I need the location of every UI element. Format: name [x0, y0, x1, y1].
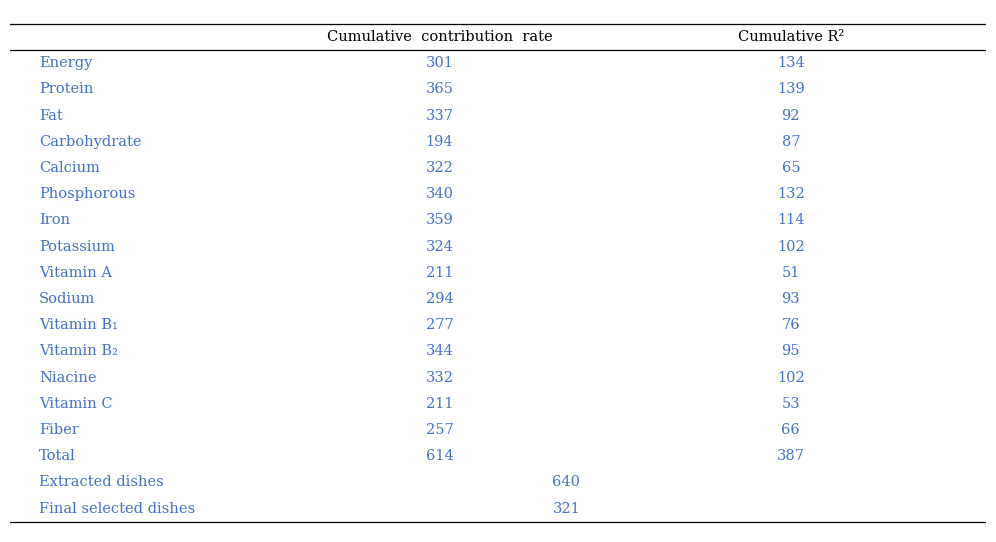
Text: 365: 365 [425, 82, 453, 96]
Text: Energy: Energy [39, 56, 93, 70]
Text: 211: 211 [425, 397, 453, 411]
Text: 294: 294 [425, 292, 453, 306]
Text: 387: 387 [777, 449, 805, 463]
Text: 277: 277 [425, 318, 453, 332]
Text: Cumulative R²: Cumulative R² [738, 30, 844, 44]
Text: Fiber: Fiber [39, 423, 79, 437]
Text: Niacine: Niacine [39, 371, 97, 385]
Text: Potassium: Potassium [39, 240, 116, 254]
Text: 93: 93 [782, 292, 800, 306]
Text: 87: 87 [782, 135, 800, 149]
Text: 114: 114 [777, 214, 805, 228]
Text: Protein: Protein [39, 82, 94, 96]
Text: 344: 344 [425, 345, 453, 358]
Text: Extracted dishes: Extracted dishes [39, 475, 164, 489]
Text: 332: 332 [425, 371, 453, 385]
Text: 134: 134 [777, 56, 805, 70]
Text: 257: 257 [425, 423, 453, 437]
Text: 65: 65 [782, 161, 800, 175]
Text: Final selected dishes: Final selected dishes [39, 501, 195, 515]
Text: 359: 359 [425, 214, 453, 228]
Text: 322: 322 [425, 161, 453, 175]
Text: Fat: Fat [39, 109, 63, 122]
Text: 139: 139 [777, 82, 805, 96]
Text: 324: 324 [425, 240, 453, 254]
Text: 194: 194 [425, 135, 453, 149]
Text: 301: 301 [425, 56, 453, 70]
Text: Total: Total [39, 449, 76, 463]
Text: Vitamin A: Vitamin A [39, 266, 113, 280]
Text: 614: 614 [425, 449, 453, 463]
Text: Calcium: Calcium [39, 161, 101, 175]
Text: Sodium: Sodium [39, 292, 96, 306]
Text: 66: 66 [782, 423, 800, 437]
Text: Vitamin B₁: Vitamin B₁ [39, 318, 119, 332]
Text: Vitamin B₂: Vitamin B₂ [39, 345, 119, 358]
Text: 53: 53 [782, 397, 800, 411]
Text: 337: 337 [425, 109, 453, 122]
Text: 95: 95 [782, 345, 800, 358]
Text: 76: 76 [782, 318, 800, 332]
Text: Iron: Iron [39, 214, 71, 228]
Text: Cumulative  contribution  rate: Cumulative contribution rate [327, 30, 552, 44]
Text: 321: 321 [553, 501, 581, 515]
Text: 211: 211 [425, 266, 453, 280]
Text: 132: 132 [777, 188, 805, 201]
Text: Carbohydrate: Carbohydrate [39, 135, 141, 149]
Text: 340: 340 [425, 188, 453, 201]
Text: Vitamin C: Vitamin C [39, 397, 113, 411]
Text: 102: 102 [777, 371, 805, 385]
Text: 92: 92 [782, 109, 800, 122]
Text: 51: 51 [782, 266, 800, 280]
Text: Phosphorous: Phosphorous [39, 188, 135, 201]
Text: 102: 102 [777, 240, 805, 254]
Text: 640: 640 [553, 475, 581, 489]
